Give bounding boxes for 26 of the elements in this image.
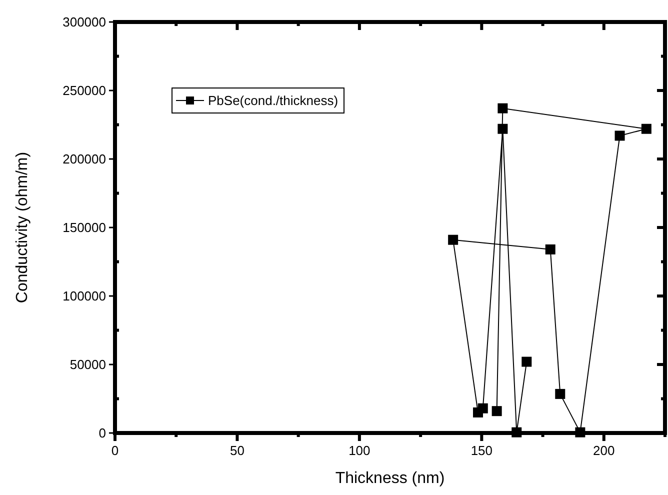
point	[498, 124, 508, 134]
y-tick-label: 200000	[62, 152, 106, 166]
point	[498, 103, 508, 114]
point	[448, 234, 458, 245]
point	[575, 427, 586, 438]
x-axis-title: Thickness (nm)	[335, 470, 445, 487]
x-tick-label: 150	[470, 443, 493, 458]
y-tick-label: 0	[98, 426, 106, 440]
point	[555, 388, 566, 399]
y-axis-title: Conductivity (ohm/m)	[14, 152, 31, 304]
x-tick-label: 100	[348, 443, 370, 458]
point	[522, 356, 532, 367]
point	[545, 244, 556, 254]
legend-label: PbSe(cond./thickness)	[208, 93, 338, 108]
y-tick-label: 100000	[62, 288, 106, 304]
y-tick-label: 300000	[62, 14, 106, 30]
point	[492, 406, 502, 416]
point	[614, 130, 625, 141]
x-tick-label: 200	[593, 443, 615, 458]
y-tick-label: 50000	[70, 357, 106, 372]
point	[641, 124, 652, 134]
point	[512, 427, 522, 438]
y-tick-label: 250000	[62, 83, 106, 98]
x-tick-label: 50	[230, 443, 244, 458]
x-tick-label: 0	[111, 443, 119, 458]
y-tick-label: 150000	[62, 220, 106, 235]
